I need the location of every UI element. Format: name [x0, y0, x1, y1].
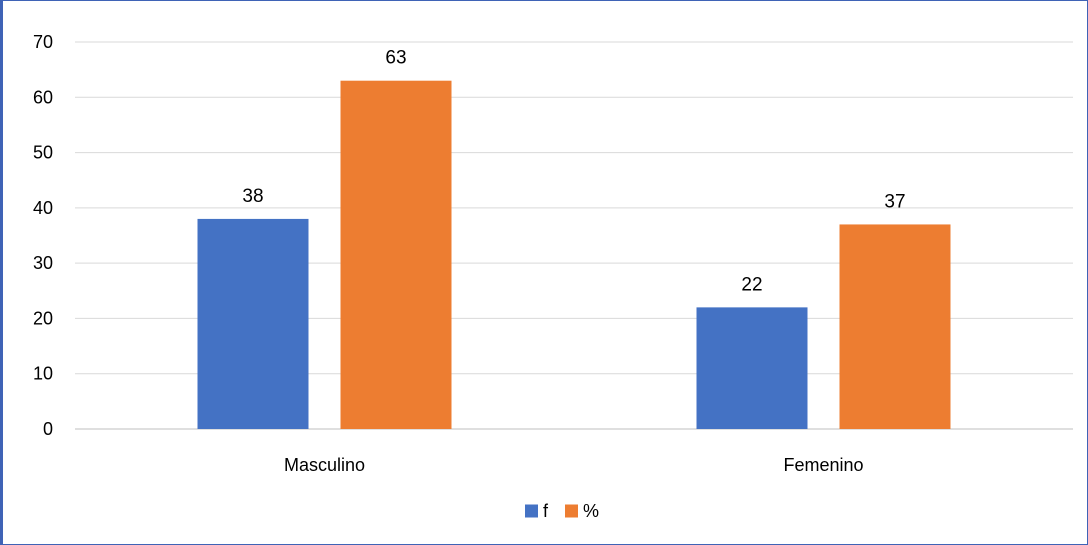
data-labels: 38 63 22 37 — [242, 48, 905, 296]
bar-masculino-pct — [340, 80, 452, 429]
legend-label-pct: % — [583, 501, 599, 521]
legend-swatch-pct — [565, 504, 578, 518]
y-tick-label-50: 50 — [33, 143, 53, 163]
bar-femenino-pct — [839, 224, 951, 429]
legend-label-f: f — [543, 501, 549, 521]
y-tick-label-60: 60 — [33, 87, 53, 107]
x-axis-categories: Masculino Femenino — [284, 455, 864, 475]
data-label-femenino-f: 22 — [741, 274, 762, 295]
y-axis-ticks: 0 10 20 30 40 50 60 70 — [33, 32, 53, 439]
data-label-masculino-f: 38 — [242, 186, 263, 207]
legend-swatch-f — [525, 504, 538, 518]
category-label-femenino: Femenino — [783, 455, 863, 475]
category-label-masculino: Masculino — [284, 455, 365, 475]
y-tick-label-20: 20 — [33, 308, 53, 328]
data-label-masculino-pct: 63 — [385, 48, 406, 69]
bar-masculino-f — [197, 218, 309, 429]
y-tick-label-10: 10 — [33, 364, 53, 384]
y-tick-label-0: 0 — [43, 419, 53, 439]
y-tick-label-30: 30 — [33, 253, 53, 273]
legend: f% — [525, 501, 599, 521]
bar-chart: 0 10 20 30 40 50 60 70 38 63 22 37 Masculino Femeni… — [33, 32, 1073, 521]
y-tick-label-40: 40 — [33, 198, 53, 218]
data-label-femenino-pct: 37 — [884, 191, 905, 212]
y-tick-label-70: 70 — [33, 32, 53, 52]
bars — [197, 80, 951, 429]
bar-femenino-f — [696, 307, 808, 429]
